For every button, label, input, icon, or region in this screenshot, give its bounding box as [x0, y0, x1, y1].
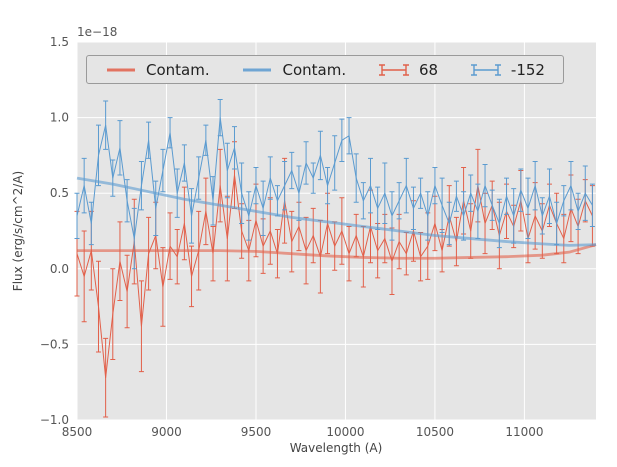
legend-label-68: 68 — [418, 60, 439, 79]
legend-label-contam-red: Contam. — [146, 60, 210, 79]
y-tick-label: 1.5 — [50, 35, 69, 49]
x-tick-label: 9500 — [241, 425, 272, 439]
x-tick-label: 10000 — [326, 425, 364, 439]
spectrum-line — [76, 117, 593, 240]
legend-item-contam-red: Contam. — [105, 61, 210, 79]
contam-line — [77, 243, 597, 260]
x-tick-label: 10500 — [416, 425, 454, 439]
legend-label-contam-blue: Contam. — [282, 60, 347, 79]
red-errorbar-glyph — [378, 62, 410, 78]
y-tick-label: 1.0 — [50, 111, 69, 125]
legend-label-minus152: -152 — [510, 60, 545, 79]
y-tick-label: −1.0 — [40, 413, 69, 427]
y-tick-label: −0.5 — [40, 337, 69, 351]
x-tick-label: 9000 — [151, 425, 182, 439]
legend: Contam. Contam. 68 -152 — [86, 55, 564, 84]
y-tick-label: 0.5 — [50, 186, 69, 200]
x-axis-label: Wavelength (A) — [290, 441, 383, 455]
blue-errorbar-glyph — [470, 62, 502, 78]
legend-item-contam-blue: Contam. — [241, 61, 346, 79]
legend-item-minus152: -152 — [470, 61, 545, 79]
blue-contam-line-glyph — [241, 63, 273, 77]
x-tick-label: 11000 — [505, 425, 543, 439]
y-axis-label: Flux (erg/s/cm^2/A) — [11, 171, 25, 291]
y-tick-label: 0.0 — [50, 262, 69, 276]
legend-item-68: 68 — [378, 61, 438, 79]
plot-layer: 8500 9000 9500 10000 10500 11000 −1.0 −0.5 0.0 0.… — [40, 35, 597, 439]
red-contam-line-glyph — [105, 63, 137, 77]
y-axis-offset-text: 1e−18 — [77, 25, 117, 39]
contam-line — [76, 176, 597, 247]
x-tick-label: 8500 — [62, 425, 93, 439]
plot-background — [77, 42, 596, 420]
